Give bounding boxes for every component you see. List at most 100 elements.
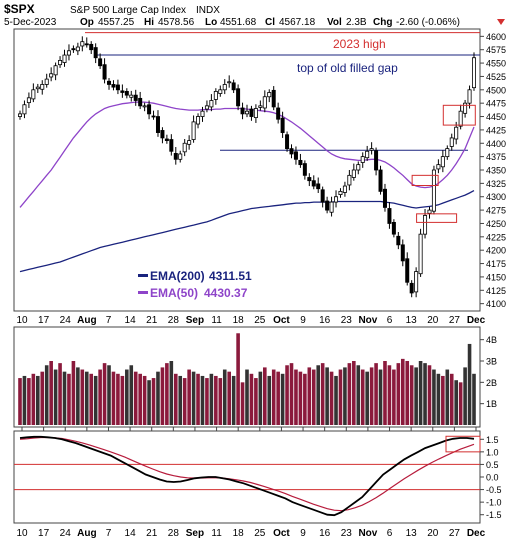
price-y-tick-label: 4175 [486,259,506,269]
volume-bar [44,365,49,425]
volume-bar [441,375,445,425]
x-tick-label-bottom: 20 [427,528,439,539]
volume-bar [383,361,387,425]
volume-bar [311,369,316,425]
x-tick-label-bottom: 25 [254,528,266,539]
ema200-line [19,190,475,273]
x-tick-label: 28 [168,315,180,326]
price-y-tick-label: 4100 [486,299,506,309]
candle-body [196,116,201,125]
price-y-tick-label: 4375 [486,152,506,162]
volume-bar [347,363,352,425]
volume-bar [102,363,107,425]
gap-box [411,174,439,187]
candle-body [458,110,463,127]
candle-body [89,43,94,51]
volume-bar [369,367,374,425]
candle-body [320,189,325,203]
x-tick-label: Nov [358,315,377,326]
volume-bar [303,373,307,425]
candle-body [409,282,414,294]
x-tick-label: 11 [211,315,222,326]
volume-bar [209,373,214,425]
candle-body [382,188,387,208]
volume-bar [423,363,427,425]
volume-bar [316,365,321,425]
volume-bar [53,369,58,425]
volume-bar [173,373,178,425]
volume-bar [329,371,334,425]
price-y-tick-label: 4575 [486,45,506,55]
candle-body [173,153,178,160]
volume-bar [111,371,116,425]
price-y-tick-label: 4325 [486,179,506,189]
op-label: Op [80,17,94,28]
price-y-tick-label: 4550 [486,59,506,69]
volume-bar [298,371,303,425]
x-tick-label: Oct [273,315,290,326]
candle-body [293,151,298,160]
x-tick-label-bottom: 11 [211,528,222,539]
candle-body [142,105,147,108]
ema50-legend-swatch [138,291,148,294]
volume-bar [116,373,120,425]
candle-body [187,140,192,145]
candle-body [107,80,112,85]
volume-bar [40,371,45,425]
op-value: 4557.25 [98,17,135,28]
vol-value: 2.3B [346,17,367,28]
macd-highlight-box [445,435,481,453]
volume-bar [58,363,62,425]
candle-body [351,169,356,178]
candle-body [387,208,392,224]
ema50-line [19,101,475,208]
axis-layer: 4100 4125 4150 4175 4200 4225 4250 4275 4300 4325… [16,32,506,539]
x-tick-label: 24 [60,315,72,326]
volume-bar [263,367,267,425]
volume-bar [214,375,218,425]
price-layer [17,32,480,298]
volume-bar [245,369,249,425]
lo-label: Lo [205,17,217,28]
macd-y-tick-label: -0.5 [486,485,502,495]
price-y-tick-label: 4475 [486,99,506,109]
volume-bar [294,369,298,425]
volume-bar [93,375,98,425]
x-tick-label: 27 [449,315,461,326]
candle-body [378,169,383,192]
x-tick-label-bottom: 13 [406,528,418,539]
gap-box [416,213,458,223]
gap-box [442,104,476,126]
candle-body [342,185,347,193]
candle-body [347,174,352,186]
price-y-tick-label: 4425 [486,125,506,135]
candle-body [93,47,98,59]
candle-body [209,100,214,108]
volume-bar [142,375,147,425]
candle-body [298,159,303,166]
x-tick-label: Dec [467,315,486,326]
volume-bar [160,367,165,425]
candle-body [129,94,134,98]
volume-bar [218,378,223,425]
volume-bar [231,375,236,425]
candle-body [169,139,174,152]
candle-body [120,90,125,93]
candle-body [22,104,27,115]
macd-y-tick-label: -1.0 [486,498,502,508]
volume-bar [463,367,467,425]
cl-label: Cl [265,17,275,28]
macd-layer [14,435,481,517]
volume-bar [360,369,365,425]
volume-bar [196,373,200,425]
candle-body [191,121,196,140]
x-tick-label: Sep [186,315,204,326]
candle-body [445,148,450,158]
volume-bar [427,365,432,425]
volume-bar [89,373,94,425]
candle-body [302,163,307,176]
x-tick-label-bottom: 6 [387,528,393,539]
volume-bar [280,373,285,425]
candle-body [440,156,445,168]
volume-bar [191,371,196,425]
